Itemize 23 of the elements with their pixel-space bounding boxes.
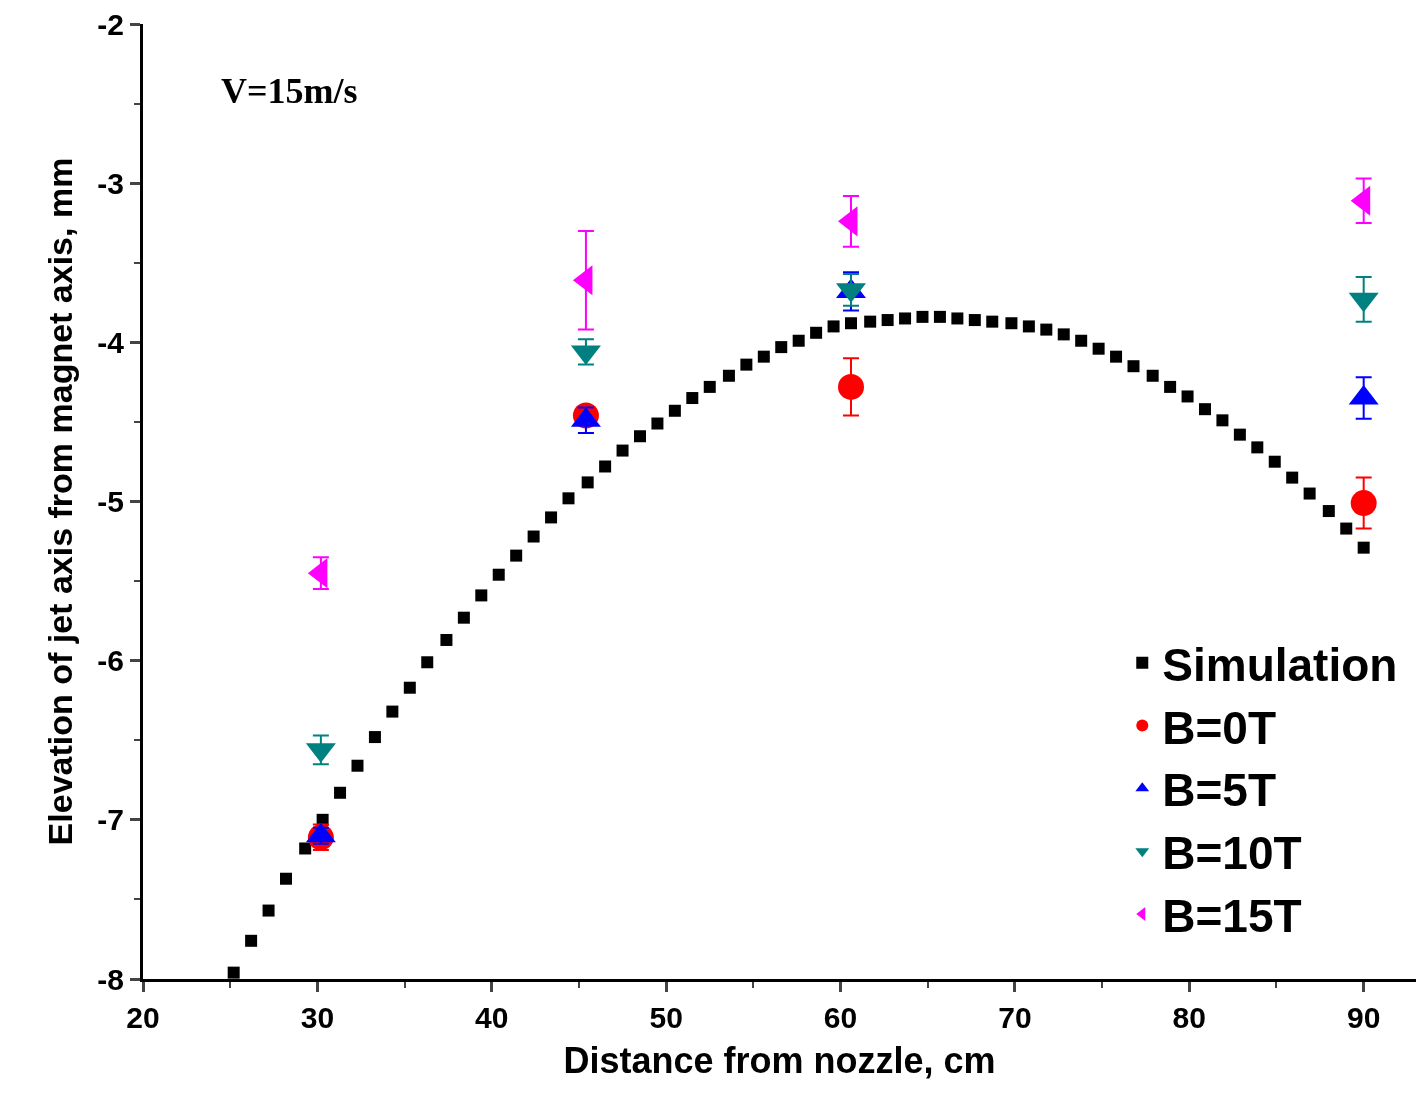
legend-label: B=5T [1162, 764, 1277, 817]
y-tick-label: -5 [97, 485, 124, 518]
x-tick-label: 40 [475, 1001, 509, 1034]
x-tick-label: 70 [998, 1001, 1032, 1034]
y-tick-label: -6 [97, 644, 124, 678]
annotation: V=15m/s [221, 71, 358, 111]
x-tick-label: 90 [1346, 1001, 1381, 1034]
x-axis-title: Distance from nozzle, cm [563, 1039, 996, 1081]
x-tick-label: 20 [126, 1001, 160, 1034]
y-tick-label: -7 [97, 803, 124, 837]
x-tick-label: 60 [823, 1001, 858, 1034]
legend-label: B=15T [1162, 889, 1302, 942]
legend-label: B=0T [1162, 701, 1277, 754]
y-tick-label: -2 [97, 7, 124, 41]
legend-label: B=10T [1162, 827, 1302, 880]
x-tick-label: 50 [649, 1001, 683, 1034]
y-tick-label: -8 [97, 962, 124, 996]
y-tick-label: -3 [97, 166, 124, 200]
x-tick-label: 80 [1172, 1001, 1206, 1034]
legend-label: Simulation [1162, 638, 1398, 691]
y-axis-title: Elevation of jet axis from magnet axis, mm [40, 157, 79, 846]
y-tick-label: -4 [97, 325, 125, 359]
x-tick-label: 30 [300, 1001, 335, 1034]
